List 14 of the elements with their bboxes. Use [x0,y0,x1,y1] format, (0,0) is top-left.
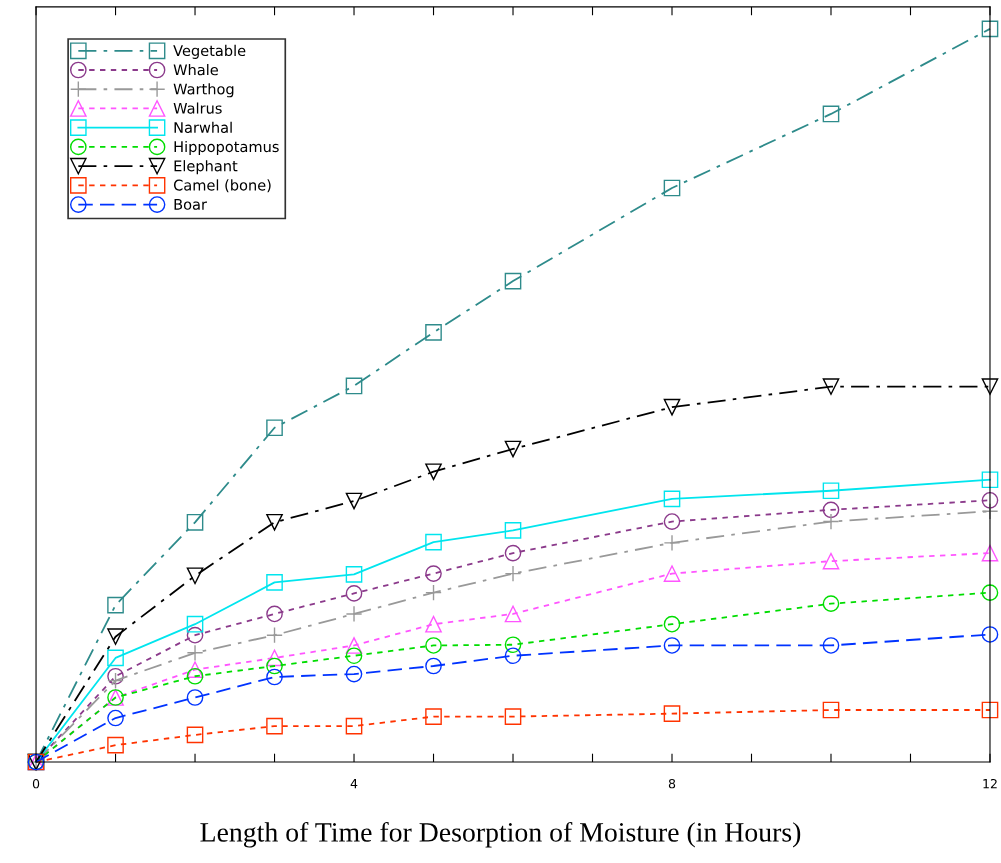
legend-label: Narwhal [174,121,232,133]
legend-label: Boar [174,199,207,210]
x-axis-title: Length of Time for Desorption of Moisture (in Hours) [200,821,801,848]
legend-label: Hippopotamus [174,140,279,156]
legend-label: Elephant [174,160,238,175]
x-tick-label: 4 [350,779,358,789]
legend-label: Whale [173,64,218,76]
x-tick-label: 8 [668,778,676,789]
legend-label: Walrus [173,102,222,114]
legend-label: Camel (bone) [173,179,271,193]
x-tick-label: 0 [32,778,40,789]
x-tick-label: 12 [983,778,997,789]
legend-label: Vegetable [173,44,246,59]
legend-label: Warthog [173,83,234,98]
